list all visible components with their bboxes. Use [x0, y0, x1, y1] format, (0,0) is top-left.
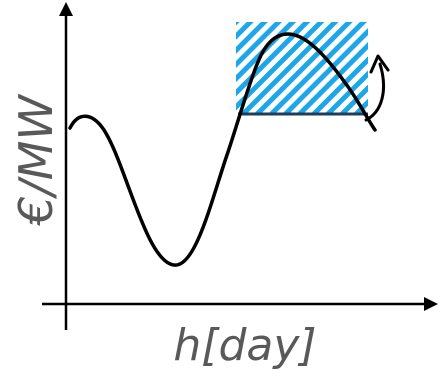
y-axis-label: €/MW — [9, 94, 63, 226]
curved-arrow-head — [369, 54, 390, 74]
y-axis-arrowhead — [59, 2, 73, 16]
x-axis-label: h[day] — [173, 320, 316, 371]
price-curve — [68, 32, 377, 267]
curved-arrow-up-icon — [364, 62, 385, 122]
x-axis-arrowhead — [424, 297, 438, 311]
